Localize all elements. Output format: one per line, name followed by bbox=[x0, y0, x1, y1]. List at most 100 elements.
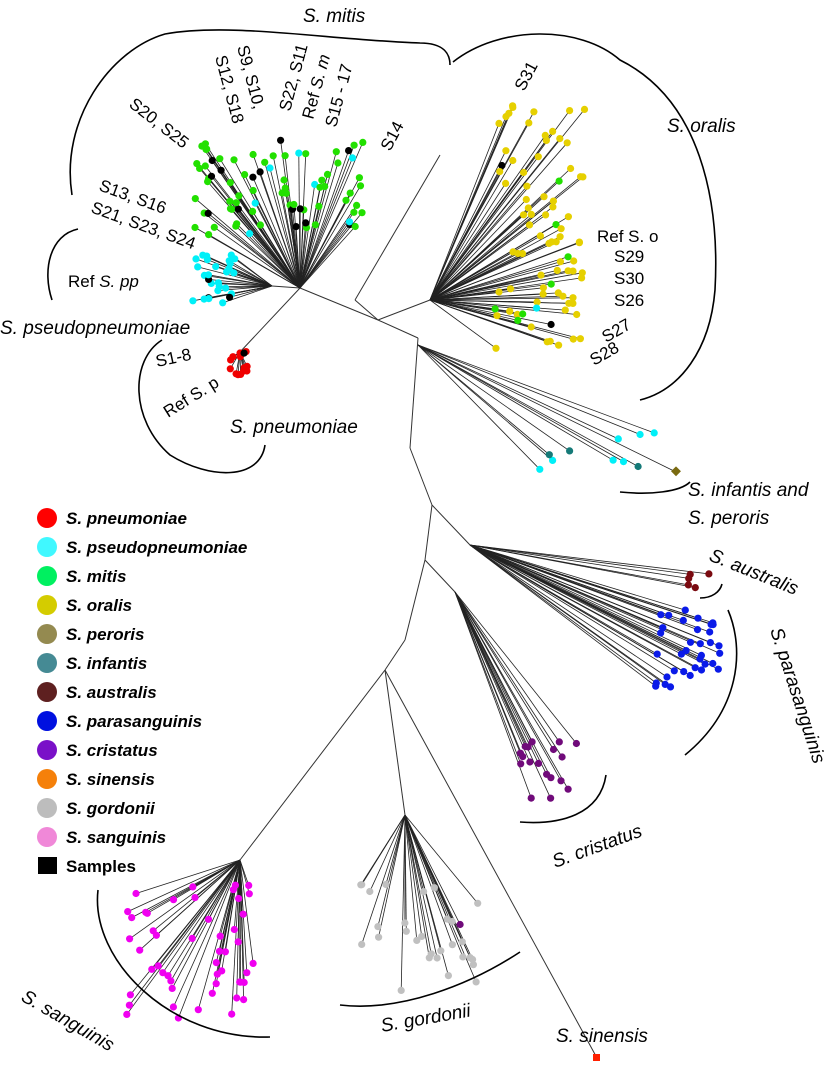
leaf-node-sanguinis bbox=[234, 938, 242, 946]
leaf-branch bbox=[299, 150, 349, 289]
leaf-node-sanguinis bbox=[239, 910, 247, 918]
leaf-node-cristatus bbox=[547, 794, 555, 802]
leaf-node-parasanguinis bbox=[653, 650, 661, 658]
leaf-branch bbox=[429, 142, 568, 301]
leaf-branch bbox=[385, 814, 406, 885]
leaf-node-oralis bbox=[539, 284, 548, 292]
leaf-node-pseudopneumoniae bbox=[219, 299, 227, 307]
leaf-branch bbox=[404, 814, 453, 945]
leaf-node-parasanguinis bbox=[677, 650, 686, 658]
leaf-node-oralis bbox=[559, 292, 567, 300]
leaf-branch bbox=[285, 193, 301, 289]
ref-name: S. m bbox=[307, 52, 334, 91]
tree-branch bbox=[409, 337, 419, 449]
leaf-node-oralis bbox=[549, 197, 558, 205]
leaf-node-oralis bbox=[543, 338, 551, 346]
leaf-node-sanguinis bbox=[125, 1001, 133, 1009]
leaf-node-mitis bbox=[205, 231, 213, 239]
leaf-branch bbox=[230, 263, 273, 287]
leaf-node-gordonii bbox=[469, 961, 477, 969]
leaf-node-sanguinis bbox=[168, 984, 176, 993]
leaf-branch bbox=[429, 260, 574, 301]
leaf-node-sinensis bbox=[593, 1054, 600, 1061]
leaf-node-cristatus bbox=[572, 739, 581, 748]
leaf-node-cristatus bbox=[564, 785, 572, 793]
leaf-branch bbox=[429, 283, 552, 301]
leaf-node-mitis bbox=[201, 162, 209, 170]
leaf-node-australis bbox=[705, 570, 713, 578]
leaf-branch bbox=[299, 142, 364, 289]
leaf-node-gordonii bbox=[474, 899, 482, 907]
leaf-branch bbox=[361, 814, 406, 945]
leaf-node-oralis bbox=[540, 193, 548, 201]
leaf-branch bbox=[207, 181, 301, 289]
leaf-branch bbox=[429, 150, 507, 301]
leaf-node-sanguinis bbox=[208, 989, 216, 997]
leaf-branch bbox=[417, 344, 619, 440]
leaf-node-oralis bbox=[542, 211, 550, 219]
sample-label-s20-s25: S20, S25 bbox=[126, 94, 193, 152]
leaf-branch bbox=[454, 591, 539, 764]
leaf-node-mitis bbox=[210, 223, 218, 231]
leaf-node-sanguinis bbox=[215, 947, 224, 955]
legend-label: S. sinensis bbox=[66, 770, 155, 789]
leaf-node-sample bbox=[345, 147, 353, 155]
legend-item: S. infantis bbox=[37, 653, 147, 673]
leaf-node-pseudopneumoniae bbox=[189, 297, 197, 305]
legend-label: S. mitis bbox=[66, 567, 126, 586]
leaf-node-sample bbox=[256, 168, 264, 176]
leaf-branch bbox=[469, 544, 702, 656]
leaf-branch bbox=[239, 859, 254, 964]
leaf-node-mitis bbox=[358, 209, 366, 217]
legend-item: S. pneumoniae bbox=[37, 508, 187, 528]
leaf-node-oralis bbox=[556, 258, 565, 266]
leaf-branch bbox=[404, 814, 442, 951]
leaf-node-gordonii bbox=[448, 941, 456, 949]
leaf-node-sanguinis bbox=[148, 965, 156, 973]
leaf-node-mitis bbox=[191, 195, 199, 203]
leaf-branch bbox=[429, 299, 559, 346]
leaf-node-oralis bbox=[525, 221, 534, 229]
leaf-branch bbox=[417, 344, 677, 473]
leaf-branch bbox=[229, 285, 273, 298]
sample-label-ref-sp: Ref S. p bbox=[160, 373, 222, 422]
sample-label-s28: S28 bbox=[587, 338, 623, 370]
leaf-node-mitis bbox=[226, 179, 234, 187]
leaf-node-parasanguinis bbox=[670, 667, 678, 675]
leaf-branch bbox=[429, 242, 580, 301]
leaf-node-gordonii bbox=[397, 986, 405, 995]
leaf-branch bbox=[206, 255, 273, 287]
leaf-branch bbox=[404, 814, 461, 925]
leaf-node-mitis bbox=[256, 221, 264, 229]
leaf-branch bbox=[469, 544, 661, 634]
legend-label: S. pseudopneumoniae bbox=[66, 538, 247, 557]
leaf-node-parasanguinis bbox=[701, 660, 709, 668]
leaf-branch bbox=[454, 591, 563, 758]
leaf-node-sanguinis bbox=[124, 908, 132, 916]
leaf-branch bbox=[469, 544, 657, 684]
leaf-node-sanguinis bbox=[204, 915, 213, 923]
leaf-branch bbox=[429, 185, 528, 301]
leaf-node-parasanguinis bbox=[659, 624, 667, 632]
legend: S. pneumoniae S. pseudopneumoniae S. mitis… bbox=[37, 508, 247, 876]
leaf-node-pseudopneumoniae bbox=[609, 456, 617, 464]
leaf-branch bbox=[429, 224, 530, 301]
leaf-node-gordonii bbox=[374, 923, 382, 931]
leaf-node-gordonii bbox=[402, 927, 410, 935]
leaf-node-oralis bbox=[522, 195, 530, 204]
leaf-node-oralis bbox=[524, 204, 532, 212]
legend-item: S. mitis bbox=[37, 566, 126, 586]
leaf-node-pseudopneumoniae bbox=[251, 199, 259, 207]
leaf-branch bbox=[429, 228, 562, 301]
leaf-node-pneumoniae bbox=[226, 365, 234, 373]
leaf-node-cristatus bbox=[526, 758, 534, 766]
leaf-node-gordonii bbox=[382, 880, 390, 889]
leaf-node-sample bbox=[208, 156, 216, 165]
legend-item: S. australis bbox=[37, 682, 157, 702]
leaf-node-parasanguinis bbox=[652, 682, 660, 690]
leaf-node-mitis bbox=[351, 222, 359, 231]
leaf-branch bbox=[293, 204, 301, 289]
leaf-branch bbox=[157, 859, 241, 967]
leaf-branch bbox=[429, 295, 563, 301]
